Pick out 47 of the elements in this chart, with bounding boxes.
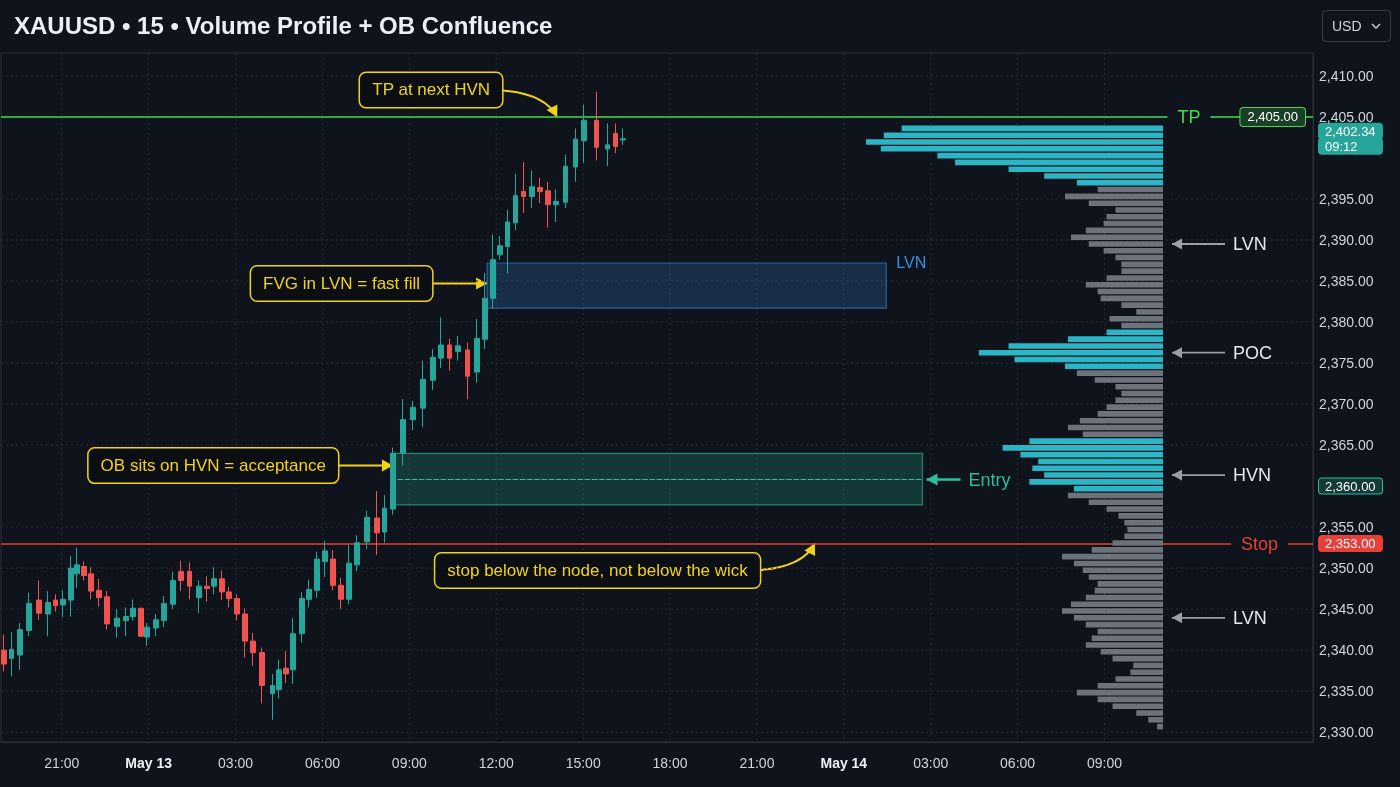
x-tick-label: 06:00: [304, 755, 341, 771]
x-tick-label: 21:00: [44, 755, 80, 771]
x-tick-label: 03:00: [218, 755, 254, 771]
y-tick-label: LVN: [1233, 607, 1267, 628]
chart-title: XAUUSD • 15 • Volume Profile + OB Confluence: [14, 11, 553, 41]
y-tick-label: 2,405.00: [1319, 108, 1374, 125]
x-tick-label: 09:00: [391, 755, 428, 771]
y-tick-label: 2,340.00: [1319, 642, 1374, 659]
y-tick-label: 2,330.00: [1319, 724, 1374, 741]
annotation: stop below the node, not below the wick: [447, 561, 749, 580]
x-tick-label: 21:00: [739, 755, 775, 771]
y-tick-label: 2,370.00: [1319, 396, 1374, 413]
ref-line-label: TP: [1177, 106, 1201, 127]
y-tick-label: 2,410.00: [1319, 67, 1374, 84]
y-tick-label: 2,402.34 09:12: [1325, 123, 1376, 154]
y-tick-label: 2,375.00: [1319, 355, 1374, 372]
y-axis-title: USD: [1332, 18, 1362, 34]
y-tick-label: 2,353.00: [1325, 536, 1376, 551]
x-tick-label: May 13: [125, 755, 173, 771]
y-tick-label: 2,350.00: [1319, 560, 1374, 577]
x-tick-label: 09:00: [1086, 755, 1123, 771]
y-tick-label: 2,345.00: [1319, 601, 1374, 618]
x-tick-label: 15:00: [565, 755, 601, 771]
text: Entry: [968, 469, 1011, 490]
legend-label: LVN: [896, 254, 927, 272]
y-tick-label: POC: [1233, 342, 1273, 363]
ref-line-label: Stop: [1240, 533, 1278, 554]
x-tick-label: 06:00: [1000, 755, 1036, 771]
annotation: OB sits on HVN = acceptance: [100, 456, 326, 476]
x-tick-label: 12:00: [478, 755, 514, 771]
x-tick-label: May 14: [820, 755, 868, 771]
y-tick-label: 2,365.00: [1319, 437, 1374, 454]
y-tick-label: 2,390.00: [1319, 232, 1374, 249]
y-tick-label: 2,380.00: [1319, 314, 1374, 331]
y-tick-label: HVN: [1233, 465, 1272, 486]
x-tick-label: 03:00: [913, 755, 949, 771]
y-tick-label: 2,355.00: [1319, 519, 1374, 536]
y-tick-label: 2,395.00: [1319, 191, 1374, 207]
y-tick-label: 2,385.00: [1319, 273, 1374, 290]
dropdown: USD: [1322, 10, 1391, 42]
annotation: TP at next HVN: [372, 80, 491, 100]
annotation: 2,405.00: [1247, 109, 1299, 125]
y-tick-label: 2,335.00: [1319, 683, 1374, 700]
y-tick-label: 2,360.00: [1325, 478, 1376, 494]
y-tick-label: LVN: [1233, 233, 1267, 254]
x-tick-label: 18:00: [652, 755, 688, 771]
annotation: FVG in LVN = fast fill: [263, 273, 421, 293]
